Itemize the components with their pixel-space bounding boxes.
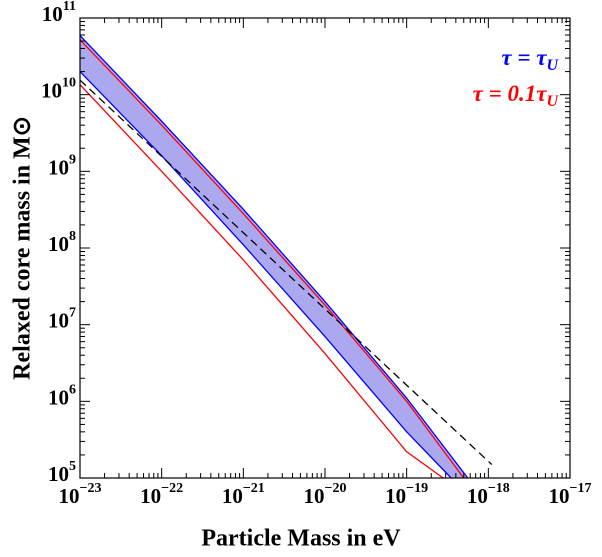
line-upper [80,35,469,478]
band [80,35,468,478]
x-tick-label-exp: −18 [488,481,510,496]
x-tick-label-exp: −21 [243,481,265,496]
y-axis-label: Relaxed core mass in M⊙ [10,116,36,380]
line-lower [80,71,452,478]
legend-entry: τ = 0.1τU [473,81,560,109]
x-tick-label-exp: −20 [325,481,347,496]
y-tick-label: 107 [48,306,76,333]
x-tick-label: 10−20 [304,481,347,508]
y-tick-label-base: 10 [48,462,69,486]
y-tick-label-exp: 5 [69,459,76,474]
y-tick-label: 106 [48,383,76,410]
legend-sub: U [546,93,559,110]
y-tick-label-exp: 11 [63,0,76,14]
x-axis-label: Particle Mass in eV [201,526,401,552]
y-tick-label-base: 10 [48,155,69,179]
x-tick-label-base: 10 [59,484,80,508]
x-tick-label: 10−21 [222,481,265,508]
dashed-line [80,79,493,465]
legend-main: τ = 0.1τ [473,81,548,106]
y-tick-label-exp: 9 [69,153,76,168]
legend-main: τ = τ [501,45,547,70]
x-tick-label-base: 10 [549,484,570,508]
x-tick-label: 10−17 [549,481,592,508]
x-tick-label-base: 10 [140,484,161,508]
line-lower [80,84,444,478]
x-tick-label: 10−23 [59,481,102,508]
y-tick-label: 109 [48,153,76,180]
x-tick-label: 10−22 [140,481,183,508]
legend-entry: τ = τU [501,45,559,73]
x-tick-label-base: 10 [222,484,243,508]
legend-sub: U [546,57,559,74]
x-tick-label-base: 10 [304,484,325,508]
y-tick-label-base: 10 [48,308,69,332]
y-tick-label-base: 10 [41,78,62,102]
x-tick-label-exp: −23 [80,481,102,496]
y-tick-label-exp: 6 [69,383,76,398]
y-tick-label-base: 10 [48,385,69,409]
line-upper [80,39,465,478]
y-tick-label: 105 [48,459,76,486]
y-tick-label-base: 10 [48,232,69,256]
x-tick-label: 10−18 [467,481,510,508]
y-tick-label-exp: 10 [62,76,76,91]
y-tick-label-base: 10 [42,2,63,26]
plot-lines [80,35,493,478]
y-tick-label: 108 [48,229,76,256]
x-tick-label-exp: −22 [161,481,183,496]
x-tick-label-exp: −19 [406,481,428,496]
y-tick-label-exp: 7 [69,306,76,321]
y-tick-label: 1010 [41,76,76,103]
x-tick-label-base: 10 [385,484,406,508]
x-tick-label: 10−19 [385,481,428,508]
y-tick-label-exp: 8 [69,229,76,244]
x-tick-label-exp: −17 [570,481,592,496]
y-tick-label: 1011 [42,0,76,26]
x-tick-label-base: 10 [467,484,488,508]
